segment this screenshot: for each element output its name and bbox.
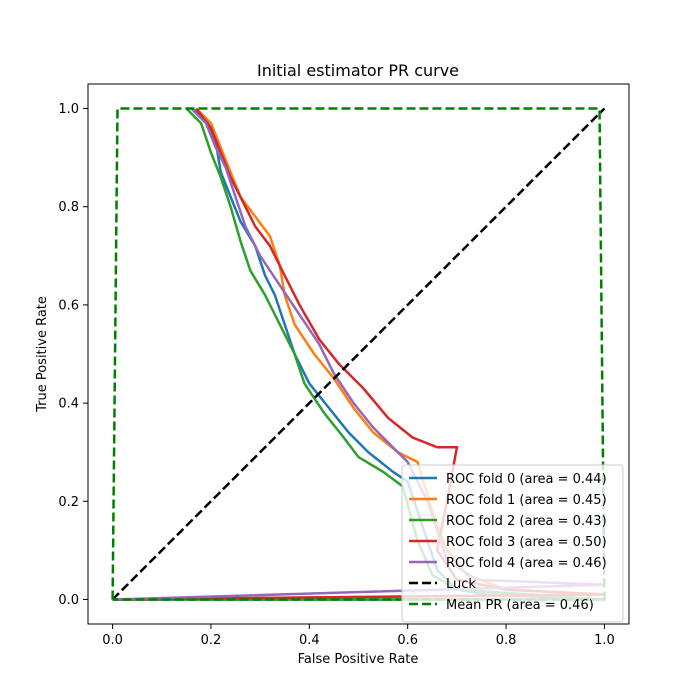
series-line-6 bbox=[111, 107, 606, 601]
legend-label-2: ROC fold 2 (area = 0.43) bbox=[446, 514, 607, 529]
y-tick-label: 0.6 bbox=[58, 298, 79, 313]
legend-label-3: ROC fold 3 (area = 0.50) bbox=[446, 535, 607, 550]
x-tick-label: 0.6 bbox=[397, 633, 418, 648]
x-tick-label: 0.4 bbox=[299, 633, 320, 648]
x-axis-ticks: 0.0 0.2 0.4 0.6 0.8 1.0 bbox=[102, 624, 615, 648]
legend-box bbox=[401, 464, 624, 623]
x-tick-label: 0.2 bbox=[201, 633, 222, 648]
x-tick-label: 1.0 bbox=[594, 633, 615, 648]
plot-frame bbox=[87, 83, 630, 625]
chart-title: Initial estimator PR curve bbox=[257, 61, 459, 80]
y-tick-label: 0.4 bbox=[58, 397, 79, 412]
y-tick-label: 0.2 bbox=[58, 495, 79, 510]
series-line-5 bbox=[111, 107, 606, 601]
y-axis-ticks: 0.0 0.2 0.4 0.6 0.8 1.0 bbox=[58, 102, 88, 608]
legend: ROC fold 0 (area = 0.44) ROC fold 1 (area… bbox=[401, 464, 624, 623]
y-tick-label: 1.0 bbox=[58, 102, 79, 117]
y-axis-label: True Positive Rate bbox=[35, 296, 50, 413]
legend-label-0: ROC fold 0 (area = 0.44) bbox=[446, 472, 607, 487]
x-tick-label: 0.8 bbox=[496, 633, 517, 648]
legend-label-6: Mean PR (area = 0.46) bbox=[446, 598, 594, 613]
y-tick-label: 0.8 bbox=[58, 200, 79, 215]
y-tick-label: 0.0 bbox=[58, 593, 79, 608]
x-tick-label: 0.0 bbox=[102, 633, 123, 648]
legend-label-4: ROC fold 4 (area = 0.46) bbox=[446, 556, 607, 571]
x-axis-label: False Positive Rate bbox=[298, 652, 419, 667]
legend-label-5: Luck bbox=[446, 577, 476, 592]
legend-label-1: ROC fold 1 (area = 0.45) bbox=[446, 493, 607, 508]
